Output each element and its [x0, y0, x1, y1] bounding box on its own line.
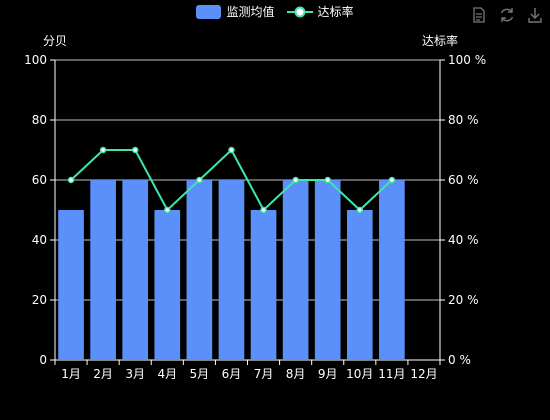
y-right-tick-label: 60 % — [448, 173, 479, 187]
legend-item-line[interactable]: 达标率 — [286, 3, 354, 20]
chart-toolbox — [470, 6, 544, 24]
bar — [186, 180, 213, 360]
x-tick-label: 12月 — [410, 367, 437, 381]
download-icon[interactable] — [526, 6, 544, 24]
x-tick-label: 10月 — [346, 367, 373, 381]
bar — [90, 180, 116, 360]
y-right-tick-label: 100 % — [448, 53, 486, 67]
x-tick-label: 8月 — [286, 367, 306, 381]
x-tick-label: 7月 — [254, 367, 274, 381]
data-view-icon[interactable] — [470, 6, 488, 24]
legend-bar-label: 监测均值 — [226, 5, 275, 19]
x-tick-label: 11月 — [378, 367, 405, 381]
y-left-tick-label: 60 — [32, 173, 47, 187]
bar — [58, 210, 84, 360]
y-right-tick-label: 20 % — [448, 293, 479, 307]
x-tick-label: 1月 — [61, 367, 81, 381]
bar — [154, 210, 181, 360]
bar — [282, 180, 309, 360]
bar — [122, 180, 149, 360]
bar — [379, 180, 405, 360]
y-right-tick-label: 40 % — [448, 233, 479, 247]
x-tick-label: 3月 — [125, 367, 145, 381]
bar — [314, 180, 341, 360]
x-tick-label: 5月 — [190, 367, 210, 381]
y-left-tick-label: 100 — [24, 53, 47, 67]
line-point — [228, 146, 235, 154]
y-right-tick-label: 80 % — [448, 113, 479, 127]
legend-line-swatch — [286, 6, 313, 17]
x-tick-label: 2月 — [93, 367, 113, 381]
line-point — [356, 206, 364, 214]
line-point — [131, 146, 139, 154]
y-right-tick-label: 0 % — [448, 353, 471, 367]
line-point — [324, 176, 331, 184]
line-point — [164, 206, 171, 214]
line-point — [196, 176, 203, 184]
line-point — [260, 206, 267, 214]
y-right-axis-name: 达标率 — [422, 34, 459, 48]
y-left-tick-label: 80 — [32, 113, 47, 127]
y-left-axis-name: 分贝 — [43, 34, 68, 48]
legend-bar-swatch — [196, 4, 222, 19]
refresh-icon[interactable] — [498, 6, 516, 24]
x-tick-label: 6月 — [222, 367, 242, 381]
line-point — [292, 176, 299, 184]
legend-item-bar[interactable]: 监测均值 — [196, 3, 275, 20]
line-point — [388, 176, 396, 184]
y-left-tick-label: 40 — [32, 233, 47, 247]
x-tick-label: 9月 — [318, 367, 338, 381]
legend-line-label: 达标率 — [317, 5, 354, 19]
bar — [218, 180, 245, 360]
y-left-tick-label: 0 — [39, 353, 47, 367]
line-point — [67, 176, 75, 184]
chart-legend: 监测均值 达标率 — [0, 3, 550, 20]
line-point — [99, 146, 107, 154]
x-tick-label: 4月 — [157, 367, 177, 381]
y-left-tick-label: 20 — [32, 293, 47, 307]
bar — [250, 210, 277, 360]
bar — [346, 210, 373, 360]
